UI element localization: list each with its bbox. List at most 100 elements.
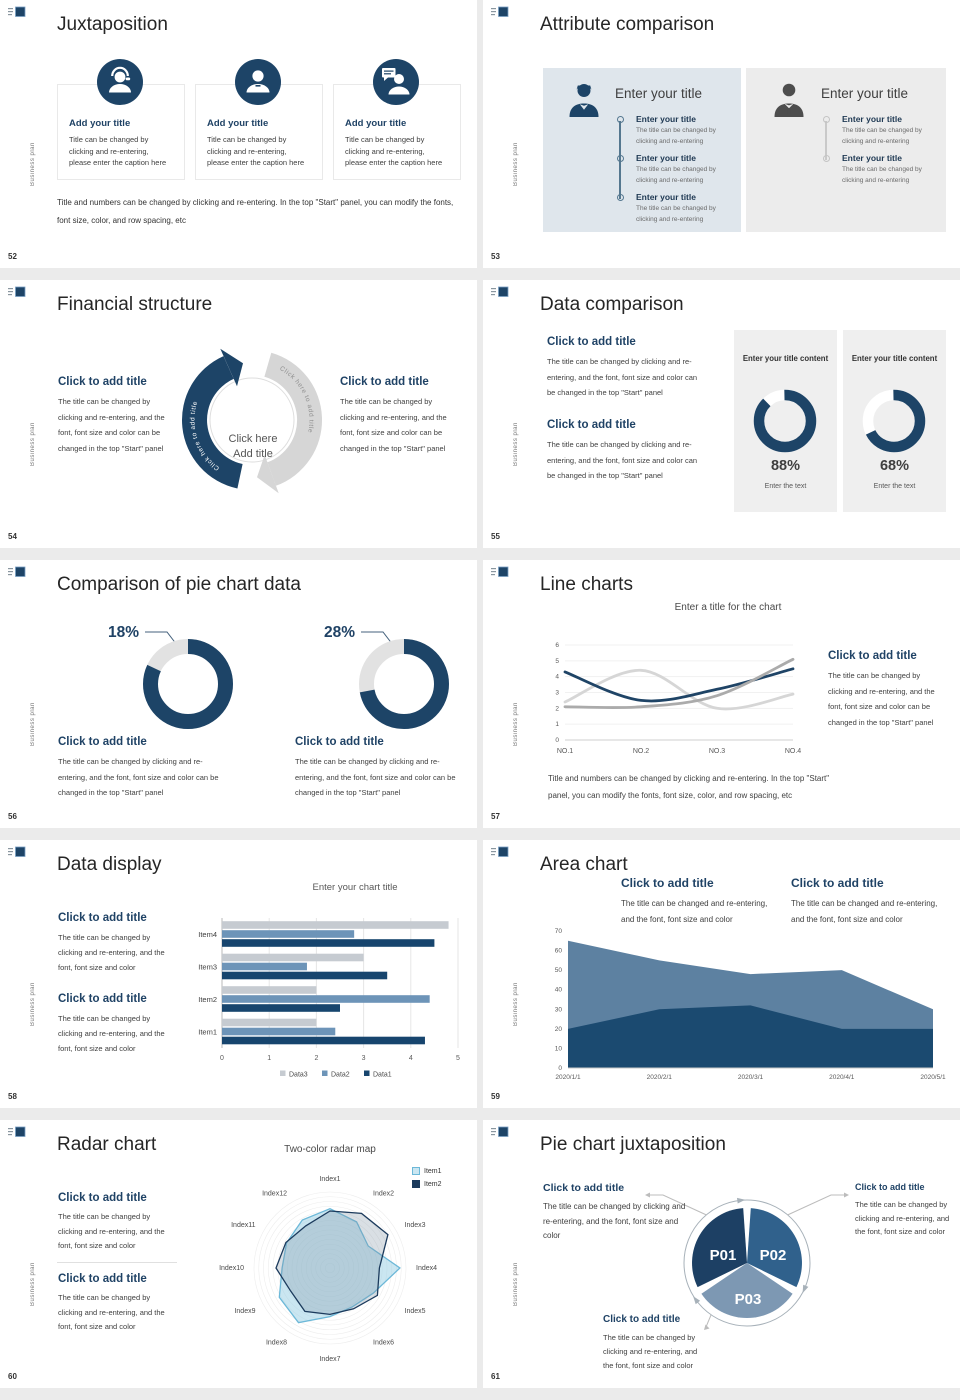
area-chart: 0 10 20 30 40 50 60 70 2020/1/1 2020/2/1 2020/3/1 2… bbox=[555, 928, 946, 1081]
timeline-dot bbox=[617, 155, 624, 162]
text-block: Click to add title The title can be chan… bbox=[547, 419, 698, 480]
bar-chart: 0 1 2 3 4 5 Item4 Item3 Item2 Item1 Data3 Data2 Data… bbox=[198, 918, 460, 1079]
svg-text:Index8: Index8 bbox=[266, 1340, 287, 1347]
svg-text:40: 40 bbox=[555, 987, 563, 994]
svg-text:Data3: Data3 bbox=[289, 1072, 308, 1079]
donut-card: Enter your title content 88% Enter the t… bbox=[734, 330, 837, 512]
sidebar-vertical-text: Business plan bbox=[30, 422, 36, 466]
line-chart-title: Enter a title for the chart bbox=[674, 602, 782, 613]
donut-chart-88 bbox=[753, 389, 817, 453]
slide-58-data-display: Business plan Data display 58 Click to a… bbox=[0, 840, 477, 1108]
text-block: Click to add title The title can be chan… bbox=[791, 876, 938, 924]
legend-item: Item2 bbox=[412, 1180, 442, 1188]
text-block: Click to add title The title can be chan… bbox=[58, 736, 219, 797]
slide-number: 54 bbox=[8, 532, 17, 541]
template-logo-icon bbox=[8, 286, 26, 297]
person-icon bbox=[235, 59, 281, 105]
card-caption: Title can be changed by clicking and re-… bbox=[345, 135, 443, 167]
template-logo-icon bbox=[8, 6, 26, 17]
svg-text:3: 3 bbox=[555, 690, 559, 697]
legend-item: Item1 bbox=[412, 1167, 442, 1175]
slide-title: Radar chart bbox=[57, 1134, 157, 1155]
svg-text:Index4: Index4 bbox=[416, 1265, 437, 1272]
male-person-icon bbox=[774, 83, 804, 117]
svg-text:10: 10 bbox=[555, 1045, 563, 1052]
svg-text:60: 60 bbox=[555, 948, 563, 955]
svg-text:4: 4 bbox=[555, 674, 559, 681]
radar-chart: Index1 Index2 Index3 Index4 Index5 Index6 Inde… bbox=[219, 1176, 437, 1363]
timeline-item: Enter your title The title can be change… bbox=[842, 114, 922, 145]
slide-title: Financial structure bbox=[57, 294, 213, 315]
slide-footer-note: Title and numbers can be changed by clic… bbox=[57, 198, 454, 225]
slide-56-pie-comparison: Business plan Comparison of pie chart da… bbox=[0, 560, 477, 828]
timeline-dot bbox=[823, 116, 830, 123]
template-logo-icon bbox=[491, 286, 509, 297]
card-title: Add your title bbox=[69, 118, 131, 129]
text-block: Click to add title The title can be chan… bbox=[621, 876, 768, 924]
svg-text:Index9: Index9 bbox=[234, 1308, 255, 1315]
donut-chart-28: 28% bbox=[324, 624, 449, 729]
svg-text:6: 6 bbox=[555, 642, 559, 649]
svg-text:50: 50 bbox=[555, 967, 563, 974]
svg-text:30: 30 bbox=[555, 1006, 563, 1013]
svg-text:18%: 18% bbox=[108, 624, 139, 641]
text-block: Click to add title The title can be chan… bbox=[828, 650, 935, 727]
slide-footer-note: Title and numbers can be changed by clic… bbox=[548, 774, 830, 800]
template-logo-icon bbox=[491, 566, 509, 577]
timeline-item: Enter your title The title can be change… bbox=[636, 192, 716, 223]
svg-text:Index6: Index6 bbox=[373, 1340, 394, 1347]
slide-55-data-comparison: Business plan Data comparison 55 Click t… bbox=[483, 280, 960, 548]
item2-swatch bbox=[412, 1180, 420, 1188]
svg-text:0: 0 bbox=[220, 1055, 224, 1062]
sidebar-vertical-text: Business plan bbox=[513, 422, 519, 466]
sidebar-vertical-text: Business plan bbox=[30, 142, 36, 186]
svg-text:Index5: Index5 bbox=[405, 1308, 426, 1315]
svg-text:NO.1: NO.1 bbox=[557, 748, 573, 755]
comparison-panel-right: Enter your title Enter your title The ti… bbox=[746, 68, 946, 232]
svg-text:Item2: Item2 bbox=[198, 995, 217, 1004]
slide-54-financial-structure: Business plan Financial structure 54 Cli… bbox=[0, 280, 477, 548]
callout-top-right: Click to add title The title can be chan… bbox=[855, 1182, 950, 1236]
person-chat-icon bbox=[373, 59, 419, 105]
timeline-item: Enter your title The title can be change… bbox=[842, 153, 922, 184]
slide-number: 61 bbox=[491, 1372, 500, 1381]
donut-card: Enter your title content 68% Enter the t… bbox=[843, 330, 946, 512]
svg-text:2: 2 bbox=[555, 705, 559, 712]
text-block: Click to add title The title can be chan… bbox=[58, 912, 165, 972]
card-title: Add your title bbox=[345, 118, 407, 129]
slide-number: 56 bbox=[8, 812, 17, 821]
slide-title: Attribute comparison bbox=[540, 14, 715, 35]
svg-text:Index1: Index1 bbox=[319, 1176, 340, 1183]
slide-title: Juxtaposition bbox=[57, 14, 168, 35]
text-block: Click to add title The title can be chan… bbox=[547, 336, 698, 397]
slide-60-radar-chart: Business plan Radar chart 60 Click to ad… bbox=[0, 1120, 477, 1388]
svg-text:Index11: Index11 bbox=[231, 1222, 255, 1229]
card-title: Add your title bbox=[207, 118, 269, 129]
cycle-center-label: Click here Add title bbox=[228, 433, 278, 460]
svg-text:3: 3 bbox=[362, 1055, 366, 1062]
card-caption: Title can be changed by clicking and re-… bbox=[207, 135, 305, 167]
timeline-dot bbox=[617, 194, 624, 201]
template-logo-icon bbox=[8, 566, 26, 577]
svg-text:Index12: Index12 bbox=[262, 1191, 287, 1198]
svg-text:Data1: Data1 bbox=[373, 1072, 392, 1079]
svg-text:NO.2: NO.2 bbox=[633, 748, 649, 755]
slide-title: Data comparison bbox=[540, 294, 684, 315]
item1-swatch bbox=[412, 1167, 420, 1175]
slide-number: 55 bbox=[491, 532, 500, 541]
panel-title: Enter your title bbox=[615, 86, 703, 101]
donut-chart-68 bbox=[862, 389, 926, 453]
slide-53-attribute-comparison: Business plan Attribute comparison 53 En… bbox=[483, 0, 960, 268]
female-person-icon bbox=[569, 84, 599, 117]
radar-legend: Item1 Item2 bbox=[412, 1167, 442, 1193]
svg-text:2020/5/1: 2020/5/1 bbox=[920, 1074, 946, 1081]
slide-number: 59 bbox=[491, 1092, 500, 1101]
sidebar-vertical-text: Business plan bbox=[30, 1262, 36, 1306]
svg-text:0: 0 bbox=[558, 1065, 562, 1072]
slide-57-line-charts: Business plan Line charts 57 Enter a tit… bbox=[483, 560, 960, 828]
svg-text:2020/2/1: 2020/2/1 bbox=[647, 1074, 673, 1081]
svg-text:Data2: Data2 bbox=[331, 1072, 350, 1079]
svg-text:P02: P02 bbox=[760, 1247, 787, 1264]
